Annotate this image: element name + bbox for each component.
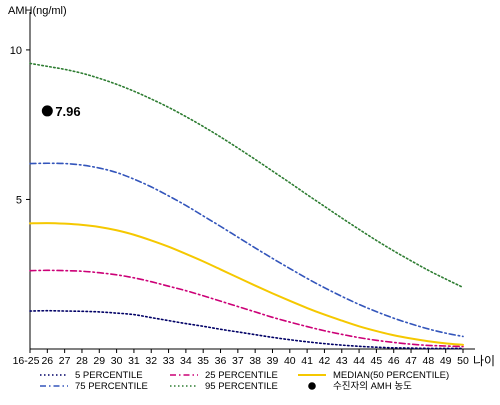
x-tick-label: 31 bbox=[128, 355, 140, 367]
x-tick-label: 28 bbox=[76, 355, 88, 367]
x-tick-label: 16-25 bbox=[13, 355, 40, 367]
x-tick-label: 42 bbox=[319, 355, 331, 367]
series-line-3 bbox=[29, 222, 464, 346]
y-axis-label: AMH(ng/ml) bbox=[8, 5, 67, 17]
x-tick-label: 33 bbox=[163, 355, 175, 367]
x-tick-label: 37 bbox=[232, 355, 244, 367]
x-tick-label: 43 bbox=[336, 355, 348, 367]
x-tick-label: 38 bbox=[249, 355, 261, 367]
x-tick-label: 50 bbox=[457, 355, 469, 367]
x-tick-label: 35 bbox=[197, 355, 209, 367]
x-axis-label: 나이 bbox=[473, 354, 495, 368]
x-tick-label: 44 bbox=[353, 355, 365, 367]
x-tick-label: 45 bbox=[371, 355, 383, 367]
x-tick-label: 32 bbox=[145, 355, 157, 367]
x-tick-label: 46 bbox=[388, 355, 400, 367]
legend-label-5: 95 PERCENTILE bbox=[205, 381, 278, 392]
x-tick-label: 49 bbox=[440, 355, 452, 367]
x-tick-label: 29 bbox=[93, 355, 105, 367]
x-tick-label: 39 bbox=[267, 355, 279, 367]
series-line-4 bbox=[29, 162, 464, 338]
x-tick-label: 40 bbox=[284, 355, 296, 367]
highlight-point-label: 7.96 bbox=[55, 104, 80, 119]
x-tick-label: 27 bbox=[59, 355, 71, 367]
legend-label-4: 75 PERCENTILE bbox=[75, 381, 148, 392]
legend-point-swatch bbox=[308, 382, 316, 390]
x-tick-label: 36 bbox=[215, 355, 227, 367]
legend-label-point: 수진자의 AMH 농도 bbox=[333, 381, 412, 392]
highlight-point bbox=[41, 105, 53, 117]
legend-label-3: MEDIAN(50 PERCENTILE) bbox=[333, 370, 449, 381]
x-tick-label: 26 bbox=[41, 355, 53, 367]
series-line-1 bbox=[29, 309, 464, 350]
x-tick-label: 47 bbox=[405, 355, 417, 367]
legend-label-1: 5 PERCENTILE bbox=[75, 370, 143, 381]
y-tick-label: 5 bbox=[16, 194, 22, 206]
x-tick-label: 30 bbox=[111, 355, 123, 367]
legend-label-2: 25 PERCENTILE bbox=[205, 370, 278, 381]
x-tick-label: 34 bbox=[180, 355, 192, 367]
y-tick-label: 10 bbox=[10, 45, 22, 57]
x-tick-label: 48 bbox=[423, 355, 435, 367]
series-line-5 bbox=[29, 62, 464, 289]
x-tick-label: 41 bbox=[301, 355, 313, 367]
series-line-2 bbox=[29, 269, 464, 348]
